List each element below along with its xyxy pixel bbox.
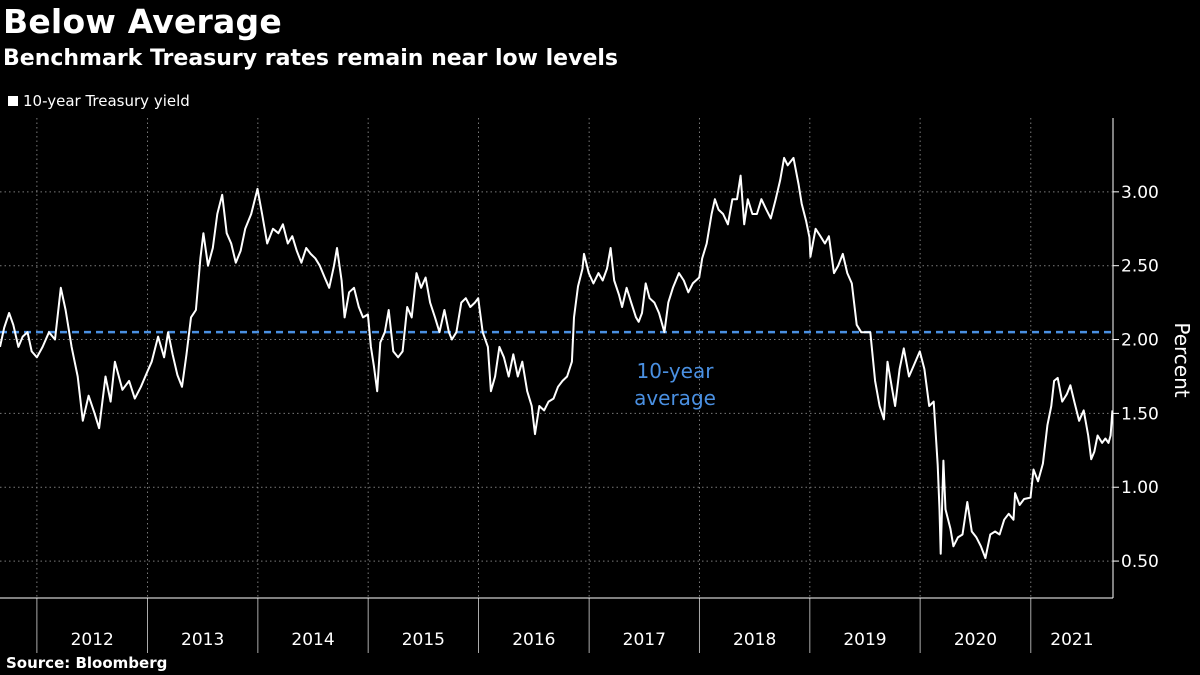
average-label: average: [634, 386, 716, 410]
x-tick-label: 2017: [623, 630, 666, 650]
x-tick-label: 2018: [733, 630, 776, 650]
y-tick-label: 3.00: [1121, 183, 1159, 203]
x-tick-label: 2012: [71, 630, 114, 650]
source-note: Source: Bloomberg: [6, 654, 168, 672]
legend-label: 10-year Treasury yield: [23, 92, 190, 110]
chart-subtitle: Benchmark Treasury rates remain near low…: [3, 46, 619, 71]
y-tick-label: 2.00: [1121, 331, 1159, 351]
y-tick-label: 1.50: [1121, 404, 1159, 424]
chart-title: Below Average: [3, 2, 282, 41]
legend-swatch: [8, 96, 18, 106]
x-tick-label: 2020: [954, 630, 997, 650]
x-tick-label: 2015: [402, 630, 445, 650]
x-tick-label: 2021: [1050, 630, 1093, 650]
x-tick-label: 2019: [843, 630, 886, 650]
x-tick-label: 2014: [291, 630, 334, 650]
y-axis-label: Percent: [1170, 322, 1194, 397]
y-tick-label: 2.50: [1121, 257, 1159, 277]
y-tick-label: 1.00: [1121, 478, 1159, 498]
y-tick-label: 0.50: [1121, 552, 1159, 572]
x-tick-label: 2016: [512, 630, 555, 650]
average-label: 10-year: [637, 359, 715, 383]
x-tick-label: 2013: [181, 630, 224, 650]
series-line: [0, 156, 1114, 560]
legend: 10-year Treasury yield: [8, 92, 190, 110]
